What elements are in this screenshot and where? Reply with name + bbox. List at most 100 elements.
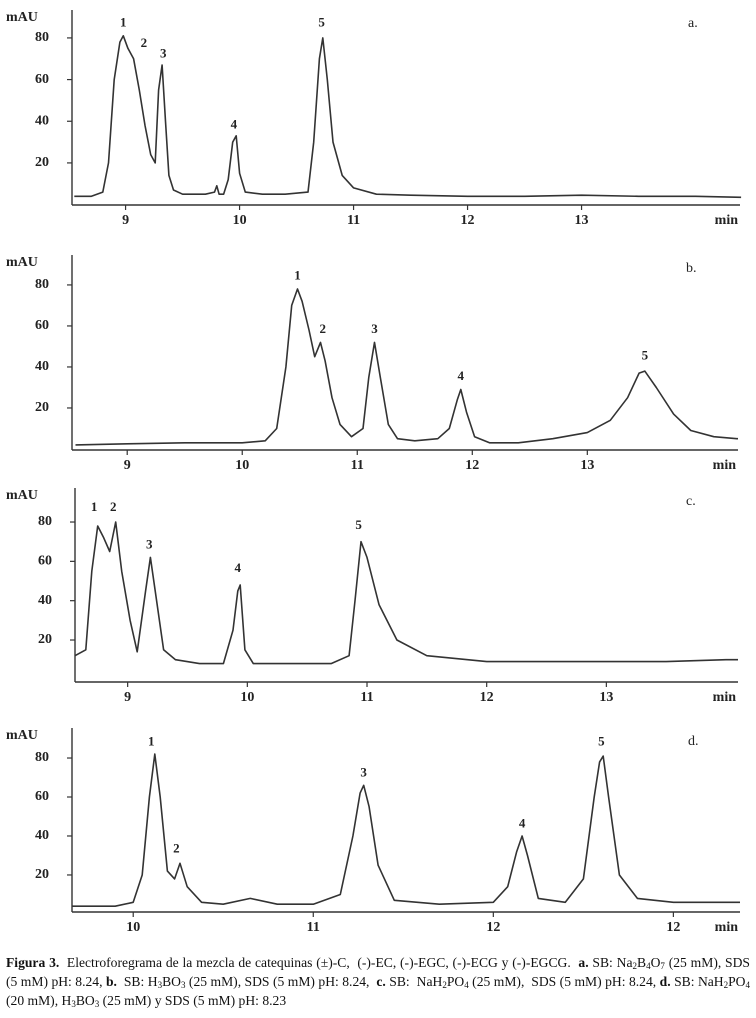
peak-label: 5 (642, 348, 649, 363)
caption-text: PO (728, 974, 746, 989)
y-tick-label: 60 (35, 789, 49, 804)
caption-bold: a. (578, 955, 589, 970)
peak-label: 2 (320, 321, 327, 336)
y-tick-label: 80 (38, 514, 52, 529)
y-tick-label: 20 (35, 867, 49, 882)
x-tick-label: 9 (124, 690, 131, 705)
y-tick-label: 60 (35, 72, 49, 87)
x-tick-label: 12 (666, 920, 680, 935)
x-tick-label: 9 (124, 458, 131, 473)
x-tick-label: 11 (307, 920, 320, 935)
trace (75, 288, 738, 446)
caption-bold: d. (659, 974, 671, 989)
caption-text: SB: Na (588, 955, 633, 970)
caption-bold: c. (376, 974, 386, 989)
x-tick-label: 13 (580, 458, 594, 473)
caption-text: BO (75, 993, 95, 1008)
x-tick-label: 12 (486, 920, 500, 935)
caption-text: O (650, 955, 661, 970)
subscript: 2 (723, 980, 729, 990)
subscript: 3 (71, 999, 76, 1009)
x-tick-label: 10 (126, 920, 140, 935)
subscript: 2 (632, 961, 638, 971)
caption-text: (25 mM), SDS (5 mM) pH: 8.24, (185, 974, 377, 989)
y-tick-label: 40 (38, 593, 52, 608)
peak-label: 5 (318, 14, 325, 29)
peak-label: 4 (235, 560, 242, 575)
subscript: 4 (745, 980, 751, 990)
trace (72, 753, 740, 907)
y-tick-label: 40 (35, 113, 49, 128)
caption: Figura 3. Electroforegrama de la mezcla … (6, 953, 750, 1010)
caption-text: SB: NaH (670, 974, 724, 989)
trace (74, 521, 738, 665)
subscript: 2 (442, 980, 447, 990)
peak-label: 4 (231, 116, 238, 131)
caption-text: SB: H (116, 974, 158, 989)
x-tick-label: 9 (122, 213, 129, 228)
y-axis-label: mAU (6, 255, 38, 270)
x-axis-label: min (713, 458, 737, 473)
x-tick-label: 12 (461, 213, 475, 228)
peak-label: 3 (360, 765, 367, 780)
caption-bold: b. (105, 974, 117, 989)
caption-text: (20 mM), H (6, 974, 754, 1008)
y-tick-label: 80 (35, 277, 49, 292)
x-tick-label: 10 (233, 213, 247, 228)
peak-label: 1 (120, 14, 127, 29)
caption-text: B (637, 955, 647, 970)
caption-text: Electroforegrama de la mezcla de catequi… (59, 955, 579, 970)
x-tick-label: 11 (347, 213, 360, 228)
y-axis-label: mAU (6, 488, 38, 503)
caption-text: BO (162, 974, 181, 989)
subscript: 7 (660, 961, 665, 971)
panel-label: c. (686, 494, 696, 509)
y-tick-label: 60 (35, 318, 49, 333)
y-axis-label: mAU (6, 10, 38, 25)
x-tick-label: 12 (465, 458, 479, 473)
peak-label: 1 (294, 268, 301, 283)
y-tick-label: 40 (35, 359, 49, 374)
panel-label: d. (688, 734, 699, 749)
caption-text: (25 mM), SDS (5 mM) pH: 8.24, (6, 955, 754, 989)
x-tick-label: 11 (351, 458, 364, 473)
x-tick-label: 13 (599, 690, 613, 705)
y-axis-label: mAU (6, 728, 38, 743)
x-tick-label: 10 (235, 458, 249, 473)
caption-text: SB: NaH (385, 974, 443, 989)
subscript: 3 (94, 999, 100, 1009)
x-tick-label: 11 (360, 690, 373, 705)
peak-label: 3 (146, 537, 153, 552)
y-tick-label: 80 (35, 30, 49, 45)
peak-label: 3 (160, 46, 167, 61)
caption-text: PO (446, 974, 465, 989)
x-tick-label: 13 (575, 213, 589, 228)
peak-label: 5 (355, 517, 362, 532)
peak-label: 3 (371, 321, 378, 336)
subscript: 3 (180, 980, 186, 990)
peak-label: 2 (173, 841, 180, 856)
y-tick-label: 60 (38, 554, 52, 569)
x-axis-label: min (713, 690, 737, 705)
peak-label: 5 (598, 733, 605, 748)
caption-text: (25 mM), SDS (5 mM) pH: 8.24, (468, 974, 660, 989)
y-tick-label: 40 (35, 828, 49, 843)
peak-label: 4 (458, 368, 465, 383)
peak-label: 1 (148, 733, 155, 748)
y-tick-label: 20 (35, 400, 49, 415)
x-axis-label: min (715, 920, 739, 935)
peak-label: 2 (141, 35, 148, 50)
subscript: 4 (464, 980, 469, 990)
peak-label: 2 (110, 499, 117, 514)
caption-text: (25 mM) y SDS (5 mM) pH: 8.23 (99, 993, 287, 1008)
peak-label: 1 (91, 499, 98, 514)
y-tick-label: 80 (35, 750, 49, 765)
subscript: 3 (157, 980, 163, 990)
peak-label: 4 (519, 815, 526, 830)
x-tick-label: 10 (240, 690, 254, 705)
panel-label: a. (688, 16, 698, 31)
y-tick-label: 20 (35, 155, 49, 170)
y-tick-label: 20 (38, 632, 52, 647)
